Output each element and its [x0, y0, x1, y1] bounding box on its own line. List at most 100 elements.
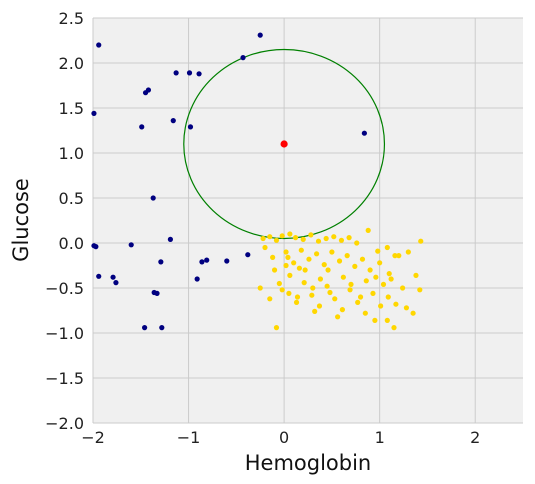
scatter-point — [257, 285, 263, 291]
scatter-point — [113, 280, 119, 286]
scatter-point — [91, 110, 97, 116]
scatter-point — [344, 253, 350, 259]
y-tick-label: 0.0 — [59, 234, 84, 253]
scatter-point — [327, 289, 333, 296]
scatter-point — [293, 299, 300, 305]
scatter-point — [154, 290, 160, 296]
scatter-point — [367, 267, 373, 273]
scatter-point — [150, 195, 156, 201]
scatter-point — [93, 244, 99, 250]
scatter-point — [291, 260, 297, 266]
scatter-point — [361, 130, 367, 136]
scatter-point — [267, 296, 273, 302]
scatter-point — [377, 260, 383, 266]
scatter-point — [267, 234, 273, 240]
y-tick-label: 0.5 — [59, 189, 84, 208]
scatter-point — [403, 305, 410, 311]
scatter-point — [346, 235, 352, 241]
scatter-point — [388, 276, 394, 282]
scatter-point — [301, 280, 307, 286]
scatter-point — [308, 232, 314, 238]
scatter-point — [316, 303, 323, 309]
scatter-point — [315, 238, 322, 244]
scatter-point — [321, 262, 327, 268]
scatter-point — [260, 235, 266, 242]
x-tick-label: 1 — [375, 428, 385, 447]
y-tick-label: 2.5 — [59, 9, 84, 28]
scatter-point — [285, 254, 291, 260]
y-tick-label: −1.5 — [45, 369, 84, 388]
y-axis-ticks: −2.0 −1.5 −1.0 −0.5 0.0 0.5 1.0 1.5 2.0 2.5 — [45, 9, 84, 433]
scatter-point — [298, 247, 304, 253]
scatter-point — [378, 303, 384, 309]
scatter-point — [391, 325, 397, 331]
scatter-point — [224, 258, 230, 264]
scatter-point — [396, 253, 402, 259]
scatter-point — [405, 249, 411, 255]
scatter-point — [386, 271, 392, 277]
scatter-point — [167, 236, 173, 242]
scatter-point — [392, 253, 398, 259]
scatter-point — [279, 287, 285, 293]
scatter-point — [302, 267, 308, 273]
scatter-point — [309, 292, 315, 298]
scatter-point — [370, 290, 376, 296]
scatter-point — [96, 273, 102, 279]
scatter-point — [158, 259, 164, 265]
x-tick-label: 2 — [470, 428, 480, 447]
y-tick-label: −2.0 — [45, 414, 84, 433]
scatter-point — [400, 285, 406, 291]
scatter-point — [314, 251, 320, 257]
scatter-point — [296, 265, 302, 271]
scatter-point — [262, 244, 268, 251]
scatter-point — [240, 55, 246, 61]
scatter-point — [294, 294, 301, 300]
scatter-point — [384, 244, 390, 251]
scatter-point — [335, 314, 341, 320]
y-tick-label: 2.0 — [59, 54, 84, 73]
scatter-point — [347, 287, 353, 293]
scatter-point — [287, 272, 293, 278]
scatter-point — [363, 278, 369, 284]
scatter-point — [287, 231, 293, 237]
scatter-point — [310, 285, 316, 291]
scatter-point — [380, 281, 387, 287]
scatter-point — [332, 296, 338, 302]
scatter-point — [317, 276, 324, 282]
scatter-point — [194, 276, 200, 282]
y-tick-label: −1.0 — [45, 324, 84, 343]
scatter-point — [373, 274, 379, 280]
scatter-point — [331, 234, 337, 240]
y-axis-label: Glucose — [9, 178, 33, 262]
scatter-point — [329, 249, 335, 255]
scatter-point — [96, 42, 102, 48]
scatter-point — [359, 256, 366, 262]
scatter-point — [375, 248, 381, 254]
scatter-point — [372, 317, 378, 323]
scatter-point — [271, 267, 278, 273]
scatter-point — [339, 307, 345, 313]
scatter-point — [312, 308, 318, 314]
scatter-point — [286, 290, 292, 296]
scatter-point — [362, 310, 368, 316]
scatter-point — [142, 325, 148, 331]
scatter-point — [385, 294, 391, 300]
y-tick-label: 1.0 — [59, 144, 84, 163]
scatter-point — [355, 299, 361, 305]
scatter-point — [283, 262, 289, 269]
scatter-point — [336, 258, 343, 264]
scatter-point — [283, 249, 289, 255]
y-tick-label: 1.5 — [59, 99, 84, 118]
scatter-point — [128, 242, 134, 248]
scatter-point — [340, 274, 346, 280]
scatter-point — [145, 87, 152, 93]
scatter-point — [300, 236, 306, 242]
scatter-point — [306, 256, 312, 262]
plot-background — [93, 18, 523, 423]
scatter-point — [199, 259, 205, 265]
scatter-point — [365, 227, 371, 233]
scatter-point — [273, 237, 280, 243]
scatter-point — [352, 263, 358, 269]
scatter-point — [418, 238, 424, 244]
x-tick-label: −1 — [177, 428, 201, 447]
